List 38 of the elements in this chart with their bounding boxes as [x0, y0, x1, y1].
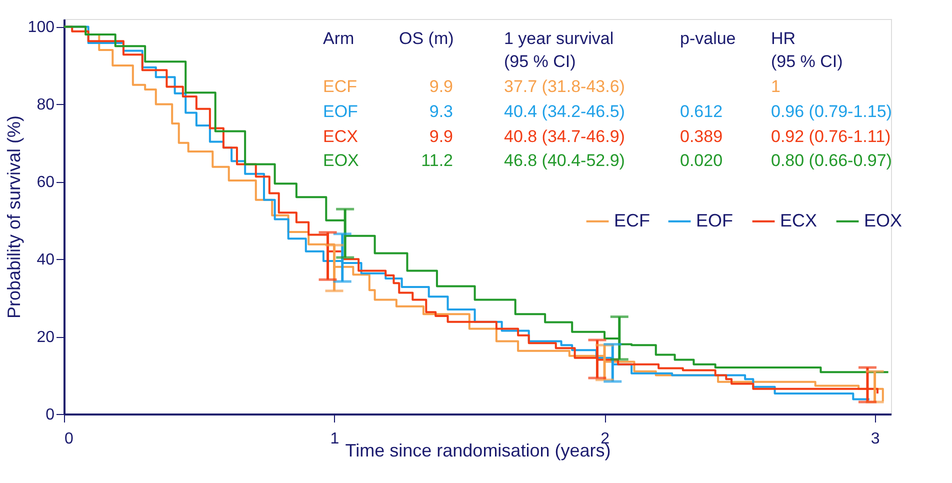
annotation: 9.3: [429, 102, 453, 121]
y-tick-label: 0: [46, 406, 55, 424]
legend-label: ECF: [614, 210, 650, 230]
legend-label: EOF: [696, 210, 734, 230]
annotation: HR (95 % CI): [771, 29, 843, 71]
annotation: 0.92 (0.76-1.11): [771, 127, 891, 146]
annotation: 40.8 (34.7-46.9): [504, 127, 625, 146]
annotation: EOX: [323, 151, 359, 170]
x-tick-label: 0: [64, 430, 74, 448]
annotation: 0.389: [680, 127, 723, 146]
annotation: ECF: [323, 77, 357, 96]
y-axis-title: Probability of survival (%): [4, 115, 24, 319]
y-tick-label: 80: [36, 96, 55, 114]
annotation: 0.612: [680, 102, 723, 121]
annotation: 11.2: [421, 151, 453, 170]
annotation: 0.96 (0.79-1.15): [771, 102, 892, 121]
annotation: 37.7 (31.8-43.6): [504, 77, 625, 96]
y-tick-label: 40: [36, 252, 55, 269]
x-tick-label: 1: [330, 430, 340, 448]
annotation: 9.9: [429, 127, 453, 146]
annotation: ECX: [323, 127, 358, 146]
annotation: 0.020: [680, 151, 723, 170]
annotation: 40.4 (34.2-46.5): [504, 102, 625, 121]
y-tick-label: 20: [36, 329, 55, 346]
x-tick-label: 3: [870, 430, 880, 448]
annotation: 1: [771, 77, 780, 96]
annotation: Arm: [323, 29, 354, 48]
annotation: p-value: [680, 29, 736, 48]
annotation: 0.80 (0.66-0.97): [771, 151, 892, 170]
annotation: 46.8 (40.4-52.9): [504, 151, 625, 170]
legend-label: EOX: [864, 210, 902, 230]
legend-label: ECX: [780, 210, 818, 230]
annotation: OS (m): [399, 29, 454, 48]
annotation: EOF: [323, 102, 358, 121]
annotation: 1 year survival (95 % CI): [504, 29, 614, 71]
y-tick-label: 60: [36, 174, 55, 192]
y-tick-label: 100: [28, 19, 55, 36]
annotation: 9.9: [429, 77, 453, 96]
